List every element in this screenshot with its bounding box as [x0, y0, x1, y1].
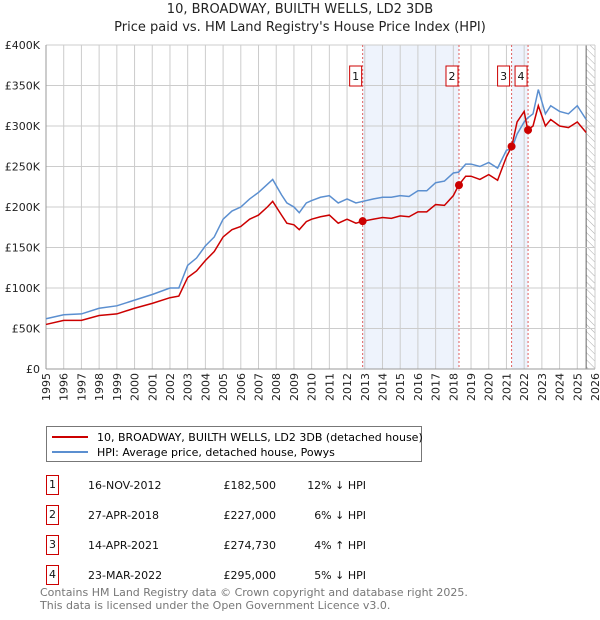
footer-licence: This data is licensed under the Open Gov… [40, 599, 391, 612]
y-tick-label: £0 [26, 363, 40, 376]
y-tick-label: £300K [5, 120, 41, 133]
x-tick-label: 2023 [536, 373, 549, 401]
sale-point [507, 142, 516, 151]
transaction-date: 16-NOV-2012 [88, 479, 162, 492]
legend: 10, BROADWAY, BUILTH WELLS, LD2 3DB (det… [46, 426, 423, 462]
legend-item-hpi: HPI: Average price, detached house, Powy… [52, 445, 335, 459]
x-tick-label: 2004 [199, 373, 212, 401]
y-tick-label: £400K [5, 39, 41, 52]
hpi-line [45, 89, 587, 320]
x-tick-label: 2005 [217, 373, 230, 401]
sale-marker-label: 2 [448, 70, 455, 83]
sale-point [524, 126, 533, 135]
sale-point [358, 217, 367, 226]
x-tick-label: 2009 [288, 373, 301, 401]
price-chart: 1995 1996 1997 1998 1999 2000 2001 2002 2003 2004… [5, 39, 600, 401]
legend-swatch-hpi [52, 451, 88, 453]
transaction-price: £227,000 [223, 509, 277, 522]
transaction-marker: 1 [46, 475, 59, 495]
legend-label-hpi: HPI: Average price, detached house, Powy… [97, 445, 335, 459]
transaction-hpi-diff: 4% ↑ HPI [314, 539, 366, 552]
footer-copyright: Contains HM Land Registry data © Crown c… [40, 586, 468, 599]
sale-marker-box [514, 65, 528, 87]
x-tick-label: 2017 [430, 373, 443, 401]
transaction-hpi-diff: 12% ↓ HPI [307, 479, 366, 492]
sale-marker-label: 1 [352, 70, 359, 83]
y-tick-label: £350K [5, 80, 41, 93]
x-tick-label: 2006 [235, 373, 248, 401]
sale-marker-box [497, 65, 511, 87]
sale-marker-box [349, 65, 363, 87]
transaction-price: £182,500 [223, 479, 277, 492]
price-line [45, 103, 587, 326]
legend-label-price: 10, BROADWAY, BUILTH WELLS, LD2 3DB (det… [97, 430, 423, 444]
x-tick-label: 2018 [447, 373, 460, 401]
transaction-date: 14-APR-2021 [88, 539, 160, 552]
x-tick-label: 2008 [270, 373, 283, 401]
x-tick-label: 2002 [164, 373, 177, 401]
x-tick-label: 2015 [394, 373, 407, 401]
x-tick-label: 2013 [359, 373, 372, 401]
x-tick-label: 2001 [146, 373, 159, 401]
x-tick-label: 2016 [412, 373, 425, 401]
x-tick-label: 1998 [93, 373, 106, 401]
x-tick-label: 1997 [75, 373, 88, 401]
x-tick-label: 2000 [129, 373, 142, 401]
transaction-marker: 2 [46, 505, 59, 525]
x-tick-label: 2012 [341, 373, 354, 401]
y-tick-label: £250K [5, 161, 41, 174]
x-tick-label: 1999 [111, 373, 124, 401]
transaction-date: 27-APR-2018 [88, 509, 160, 522]
y-tick-label: £200K [5, 201, 41, 214]
sale-marker-label: 4 [518, 70, 525, 83]
x-tick-label: 2026 [589, 373, 600, 401]
x-tick-label: 2025 [571, 373, 584, 401]
x-tick-label: 2003 [182, 373, 195, 401]
transaction-marker: 3 [46, 535, 59, 555]
sale-marker-label: 3 [500, 70, 507, 83]
transaction-marker: 4 [46, 565, 59, 585]
x-tick-label: 2022 [518, 373, 531, 401]
transaction-date: 23-MAR-2022 [88, 569, 163, 582]
sale-point [454, 181, 463, 190]
x-tick-label: 2020 [483, 373, 496, 401]
sale-marker-box [445, 65, 459, 87]
x-tick-label: 1995 [40, 373, 53, 401]
x-tick-label: 2019 [465, 373, 478, 401]
legend-swatch-price [52, 436, 88, 438]
x-tick-label: 1996 [58, 373, 71, 401]
transaction-price: £295,000 [223, 569, 277, 582]
x-tick-label: 2011 [323, 373, 336, 401]
x-tick-label: 2010 [306, 373, 319, 401]
transaction-hpi-diff: 6% ↓ HPI [314, 509, 366, 522]
x-tick-label: 2024 [554, 373, 567, 401]
transaction-hpi-diff: 5% ↓ HPI [314, 569, 366, 582]
y-tick-label: £50K [12, 323, 41, 336]
y-tick-label: £100K [5, 282, 41, 295]
x-tick-label: 2007 [253, 373, 266, 401]
x-tick-label: 2021 [500, 373, 513, 401]
chart-subtitle: Price paid vs. HM Land Registry's House … [114, 20, 486, 35]
y-tick-label: £150K [5, 242, 41, 255]
chart-title: 10, BROADWAY, BUILTH WELLS, LD2 3DB [166, 2, 434, 17]
x-tick-label: 2014 [376, 373, 389, 401]
legend-item-price: 10, BROADWAY, BUILTH WELLS, LD2 3DB (det… [52, 430, 423, 444]
transaction-price: £274,730 [223, 539, 277, 552]
